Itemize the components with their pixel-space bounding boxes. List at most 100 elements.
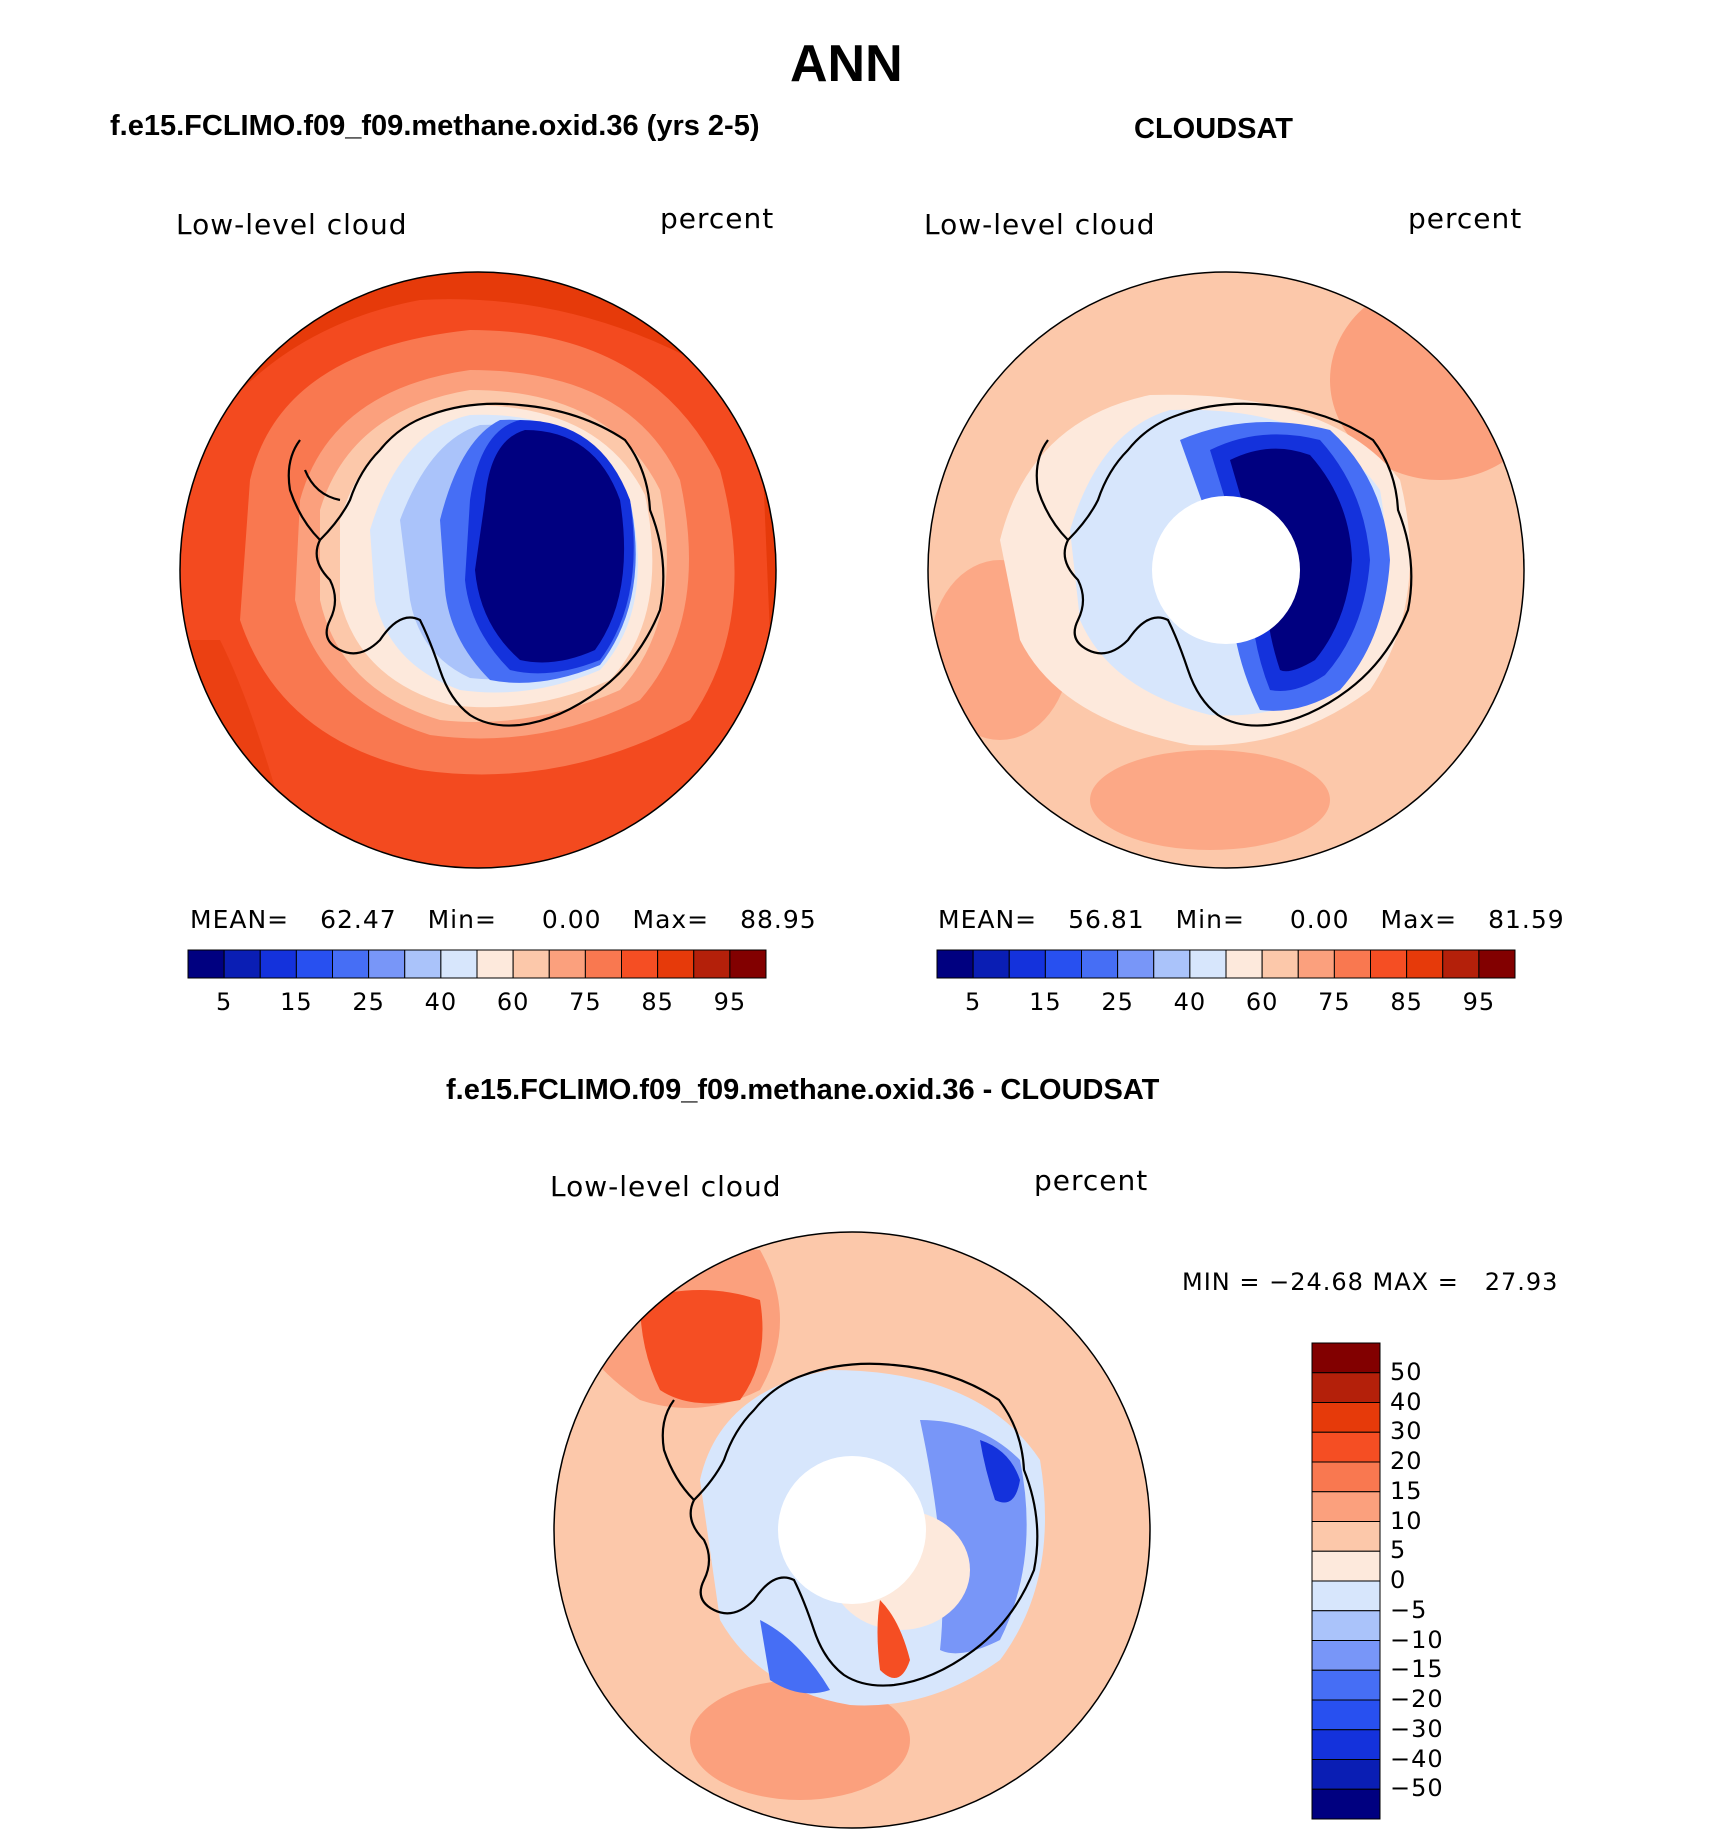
colorbar-swatch xyxy=(368,949,406,979)
colorbar-tick-label: −30 xyxy=(1390,1714,1444,1743)
colorbar-swatch xyxy=(729,949,767,979)
colorbar-swatch xyxy=(1297,949,1335,979)
panel1-mean-value: 62.47 xyxy=(320,905,397,934)
panel1-units: percent xyxy=(660,202,775,235)
colorbar-swatch xyxy=(259,949,297,979)
colorbar-swatch xyxy=(1406,949,1444,979)
panel1-mean-label: MEAN= xyxy=(190,905,290,934)
colorbar-swatch xyxy=(1333,949,1371,979)
colorbar-swatch xyxy=(1311,1759,1381,1790)
colorbar-swatch xyxy=(657,949,695,979)
panel1-min-label: Min= xyxy=(427,905,497,934)
panel2-stats: MEAN= 56.81 Min= 0.00 Max= 81.59 xyxy=(938,905,1565,934)
colorbar-swatch xyxy=(1311,1669,1381,1701)
colorbar-tick-label: 20 xyxy=(1390,1447,1423,1475)
diff-map-border xyxy=(553,1231,1151,1829)
panel2-mean-value: 56.81 xyxy=(1068,905,1145,934)
panel1-max-value: 88.95 xyxy=(740,905,817,934)
diff-colorbar xyxy=(1311,1342,1381,1820)
colorbar-tick-label: −20 xyxy=(1390,1685,1444,1713)
colorbar-swatch xyxy=(1311,1610,1381,1641)
colorbar-swatch xyxy=(223,949,261,979)
colorbar-swatch xyxy=(476,949,514,979)
colorbar-swatch xyxy=(1311,1699,1381,1731)
colorbar-tick-label: 85 xyxy=(1390,988,1423,1016)
colorbar-swatch xyxy=(1442,949,1480,979)
colorbar-tick-label: 75 xyxy=(569,988,602,1016)
colorbar-swatch xyxy=(548,949,586,979)
colorbar-tick-label: 60 xyxy=(496,988,530,1016)
colorbar-tick-label: −40 xyxy=(1390,1744,1444,1773)
colorbar-tick-label: 85 xyxy=(641,988,674,1016)
panel1-header: f.e15.FCLIMO.f09_f09.methane.oxid.36 (yr… xyxy=(110,110,760,142)
colorbar-tick-label: 0 xyxy=(1390,1566,1407,1594)
colorbar-swatch xyxy=(295,949,333,979)
panel2-min-value: 0.00 xyxy=(1289,905,1350,934)
panel2-units: percent xyxy=(1408,202,1523,235)
cloudsat-coastline xyxy=(1035,402,1413,727)
colorbar-swatch xyxy=(1311,1521,1381,1552)
colorbar-swatch xyxy=(693,949,731,979)
colorbar-swatch xyxy=(1311,1580,1381,1612)
diff-minmax: MIN = −24.68 MAX = 27.93 xyxy=(1182,1268,1559,1296)
colorbar-swatch xyxy=(1081,949,1119,979)
colorbar-swatch xyxy=(1478,949,1516,979)
colorbar-tick-label: 5 xyxy=(1390,1536,1407,1565)
model-map xyxy=(180,272,776,868)
colorbar-swatch xyxy=(187,949,225,979)
colorbar-tick-label: 5 xyxy=(964,988,982,1016)
colorbar-swatch xyxy=(936,949,974,979)
colorbar-tick-label: 95 xyxy=(1462,988,1496,1016)
colorbar-tick-label: 15 xyxy=(280,988,313,1016)
colorbar-swatch xyxy=(972,949,1010,979)
panel2-header: CLOUDSAT xyxy=(1134,113,1293,145)
colorbar-tick-label: 25 xyxy=(1101,988,1134,1016)
colorbar-tick-label: 60 xyxy=(1245,988,1279,1016)
colorbar-swatch xyxy=(512,949,550,979)
colorbar-tick-label: 25 xyxy=(352,988,385,1016)
panel2-min-label: Min= xyxy=(1175,905,1245,934)
panel1-max-label: Max= xyxy=(632,905,710,934)
colorbar-swatch xyxy=(404,949,442,979)
diff-variable: Low-level cloud xyxy=(550,1170,782,1203)
colorbar-swatch xyxy=(1311,1461,1381,1493)
season-title: ANN xyxy=(790,35,903,93)
colorbar-swatch xyxy=(1225,949,1263,979)
panel1-variable: Low-level cloud xyxy=(176,208,408,241)
panel1-stats: MEAN= 62.47 Min= 0.00 Max= 88.95 xyxy=(190,905,817,934)
colorbar-swatch xyxy=(1117,949,1155,979)
colorbar-swatch xyxy=(1153,949,1191,979)
colorbar-tick-label: 15 xyxy=(1029,988,1062,1016)
panel2-mean-label: MEAN= xyxy=(938,905,1038,934)
colorbar-swatch xyxy=(1311,1342,1381,1374)
colorbar-tick-label: −10 xyxy=(1390,1625,1444,1654)
model-map-border xyxy=(179,271,777,869)
colorbar-swatch xyxy=(1311,1402,1381,1433)
colorbar-tick-label: 40 xyxy=(1173,988,1207,1016)
colorbar-swatch xyxy=(1189,949,1227,979)
colorbar-tick-label: 50 xyxy=(1390,1357,1423,1386)
colorbar-tick-label: 5 xyxy=(215,988,233,1016)
colorbar-swatch xyxy=(1311,1640,1381,1671)
colorbar-swatch xyxy=(1311,1788,1381,1820)
colorbar-tick-label: 10 xyxy=(1390,1506,1423,1535)
colorbar-tick-label: 40 xyxy=(1390,1387,1423,1416)
colorbar-swatch xyxy=(440,949,478,979)
colorbar-tick-label: −5 xyxy=(1390,1595,1428,1624)
panel1-colorbar xyxy=(187,949,767,979)
colorbar-swatch xyxy=(1044,949,1082,979)
colorbar-tick-label: 75 xyxy=(1318,988,1351,1016)
diff-coastline xyxy=(661,1362,1039,1687)
panel2-colorbar xyxy=(936,949,1516,979)
panel2-max-label: Max= xyxy=(1380,905,1458,934)
colorbar-swatch xyxy=(1370,949,1408,979)
colorbar-tick-label: 15 xyxy=(1390,1476,1423,1505)
diff-units: percent xyxy=(1034,1164,1149,1197)
colorbar-swatch xyxy=(1311,1550,1381,1582)
colorbar-tick-label: 40 xyxy=(424,988,458,1016)
colorbar-tick-label: 30 xyxy=(1390,1417,1423,1446)
model-coastline xyxy=(287,402,665,727)
colorbar-swatch xyxy=(1261,949,1299,979)
colorbar-tick-label: 95 xyxy=(713,988,747,1016)
